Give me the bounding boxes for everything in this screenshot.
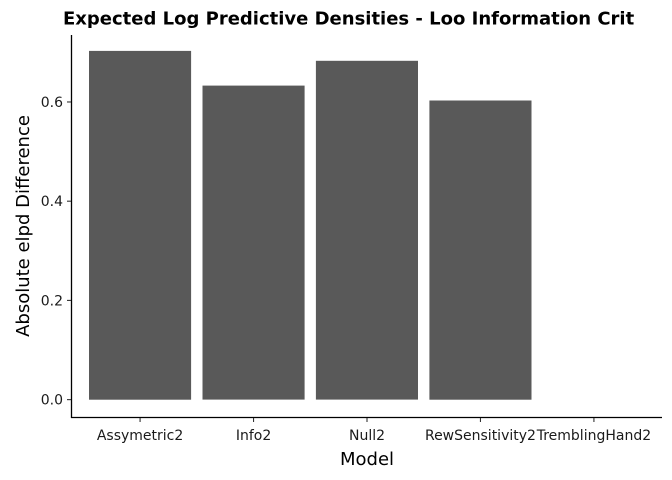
chart-title: Expected Log Predictive Densities - Loo … bbox=[63, 9, 635, 30]
x-axis-ticks: Assymetric2 Info2 Null2 RewSensitivity2 Trem… bbox=[97, 418, 651, 444]
bars bbox=[89, 50, 532, 400]
y-tick-label: 0.2 bbox=[41, 293, 63, 309]
y-tick-label: 0.0 bbox=[41, 393, 63, 409]
y-axis-ticks: 0.0 0.2 0.4 0.6 bbox=[41, 95, 71, 409]
x-axis-label: Model bbox=[340, 449, 394, 470]
x-tick-label: RewSensitivity2 bbox=[425, 428, 536, 444]
bar-info2 bbox=[202, 85, 305, 400]
bar-rewsensitivity2 bbox=[429, 100, 532, 400]
x-tick-label: TremblingHand2 bbox=[536, 428, 651, 444]
bar-null2 bbox=[315, 60, 418, 400]
y-tick-label: 0.4 bbox=[41, 194, 63, 210]
x-tick-label: Null2 bbox=[349, 428, 385, 444]
x-tick-label: Assymetric2 bbox=[97, 428, 183, 444]
bar-assymetric2 bbox=[89, 50, 192, 400]
y-tick-label: 0.6 bbox=[41, 95, 63, 111]
x-tick-label: Info2 bbox=[236, 428, 271, 444]
y-axis-label: Absolute elpd Difference bbox=[13, 115, 34, 337]
